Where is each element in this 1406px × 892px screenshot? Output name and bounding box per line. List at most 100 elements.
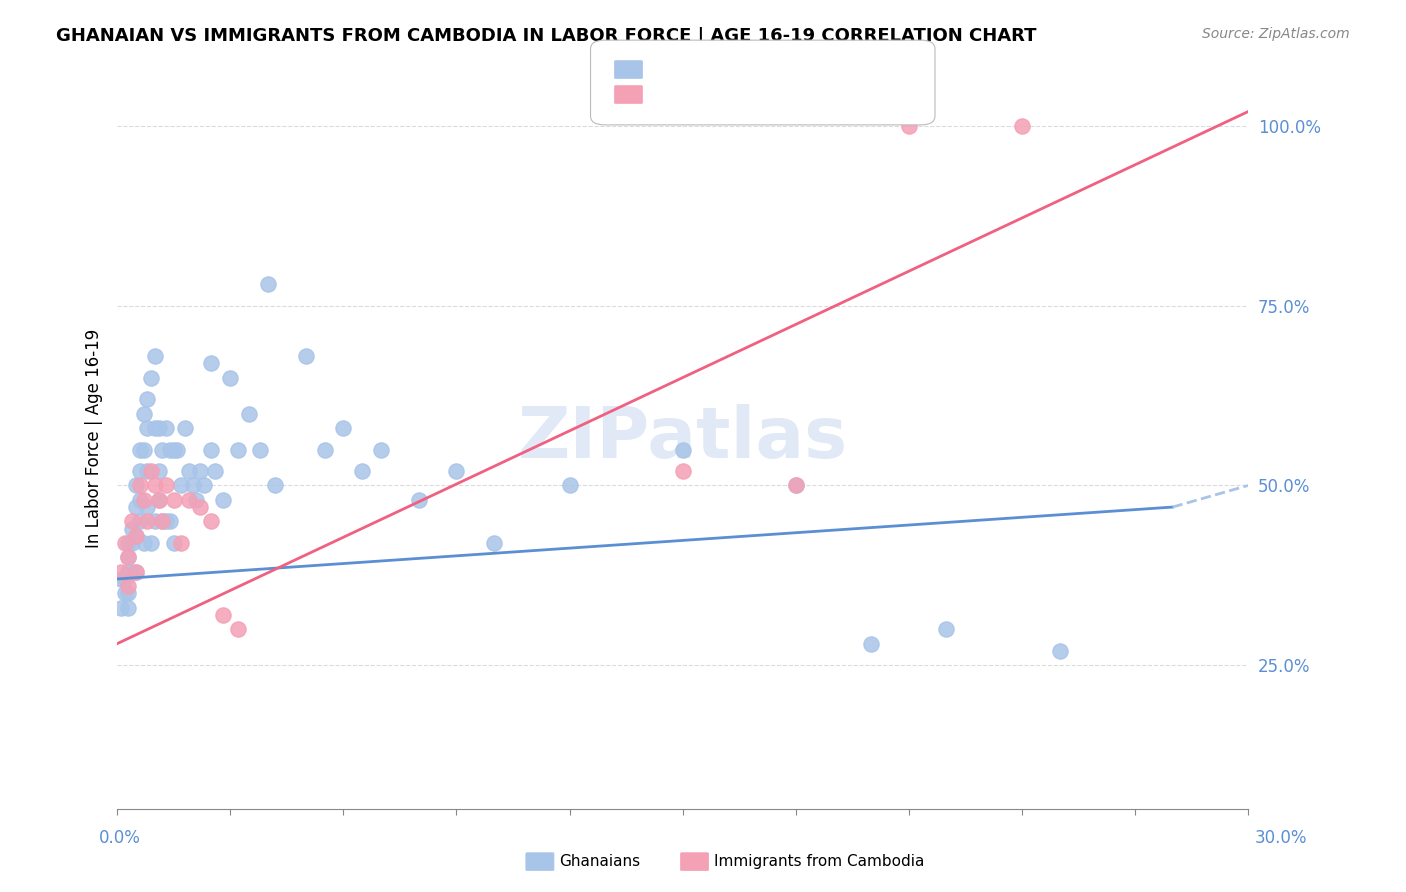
Point (558, 478, 581, 492)
Point (125, 478, 148, 492)
Point (128, 515, 150, 529)
Point (1011, 119, 1033, 133)
Point (121, 536, 143, 550)
Point (110, 572, 132, 586)
Point (200, 442, 222, 457)
Point (264, 478, 287, 492)
Point (249, 442, 271, 457)
Point (181, 478, 204, 492)
Point (294, 349, 316, 363)
Text: Source: ZipAtlas.com: Source: ZipAtlas.com (1202, 27, 1350, 41)
Point (186, 492, 208, 507)
Point (148, 464, 170, 478)
Point (128, 442, 150, 457)
Point (139, 464, 162, 478)
Point (148, 421, 170, 435)
Point (143, 421, 166, 435)
Point (125, 529, 148, 543)
Point (152, 442, 174, 457)
Point (117, 550, 139, 565)
Point (114, 586, 136, 600)
Point (114, 536, 136, 550)
Point (671, 442, 693, 457)
Point (671, 464, 693, 478)
Point (1049, 644, 1071, 658)
Text: R = 0.085   N = 73: R = 0.085 N = 73 (650, 61, 834, 78)
Point (110, 600, 132, 615)
Point (125, 529, 148, 543)
Point (314, 442, 336, 457)
Point (128, 464, 150, 478)
Point (143, 515, 166, 529)
Point (166, 442, 188, 457)
Point (136, 421, 159, 435)
Point (897, 119, 920, 133)
Point (177, 464, 200, 478)
Point (155, 515, 177, 529)
Point (200, 515, 222, 529)
Point (117, 579, 139, 593)
Point (125, 565, 148, 579)
Point (226, 442, 249, 457)
Point (128, 492, 150, 507)
Point (117, 565, 139, 579)
Point (132, 442, 155, 457)
Point (204, 464, 226, 478)
Point (139, 370, 162, 384)
Point (211, 607, 233, 622)
Point (132, 492, 155, 507)
Point (257, 277, 280, 292)
Point (117, 586, 139, 600)
Y-axis label: In Labor Force | Age 16-19: In Labor Force | Age 16-19 (86, 329, 103, 549)
Text: GHANAIAN VS IMMIGRANTS FROM CAMBODIA IN LABOR FORCE | AGE 16-19 CORRELATION CHAR: GHANAIAN VS IMMIGRANTS FROM CAMBODIA IN … (56, 27, 1036, 45)
Point (136, 500, 159, 514)
Point (370, 442, 392, 457)
Point (155, 478, 177, 492)
Point (238, 407, 260, 421)
Point (136, 515, 159, 529)
Point (125, 500, 148, 514)
Point (332, 421, 354, 435)
Point (935, 622, 957, 636)
Text: R = 0.635   N = 26: R = 0.635 N = 26 (650, 86, 834, 103)
Point (174, 421, 197, 435)
Point (148, 492, 170, 507)
Point (110, 565, 132, 579)
Point (152, 515, 174, 529)
Point (125, 565, 148, 579)
Text: Immigrants from Cambodia: Immigrants from Cambodia (714, 855, 925, 869)
Point (860, 637, 883, 651)
Point (121, 522, 143, 536)
Point (482, 536, 505, 550)
Point (143, 478, 166, 492)
Point (163, 536, 186, 550)
Point (352, 464, 374, 478)
Point (163, 492, 186, 507)
Point (211, 492, 233, 507)
Point (408, 492, 430, 507)
Point (785, 478, 807, 492)
Point (163, 442, 186, 457)
Point (139, 536, 162, 550)
Point (159, 515, 181, 529)
Point (170, 536, 193, 550)
Point (114, 572, 136, 586)
Point (136, 392, 159, 407)
Point (226, 622, 249, 636)
Point (159, 442, 181, 457)
Point (200, 356, 222, 370)
Point (117, 536, 139, 550)
Point (188, 464, 211, 478)
Point (121, 565, 143, 579)
Point (121, 515, 143, 529)
Point (446, 464, 468, 478)
Text: 30.0%: 30.0% (1256, 829, 1308, 847)
Point (170, 478, 193, 492)
Point (136, 464, 159, 478)
Point (117, 600, 139, 615)
Point (132, 407, 155, 421)
Point (143, 349, 166, 363)
Text: Ghanaians: Ghanaians (560, 855, 641, 869)
Point (132, 536, 155, 550)
Point (193, 478, 215, 492)
